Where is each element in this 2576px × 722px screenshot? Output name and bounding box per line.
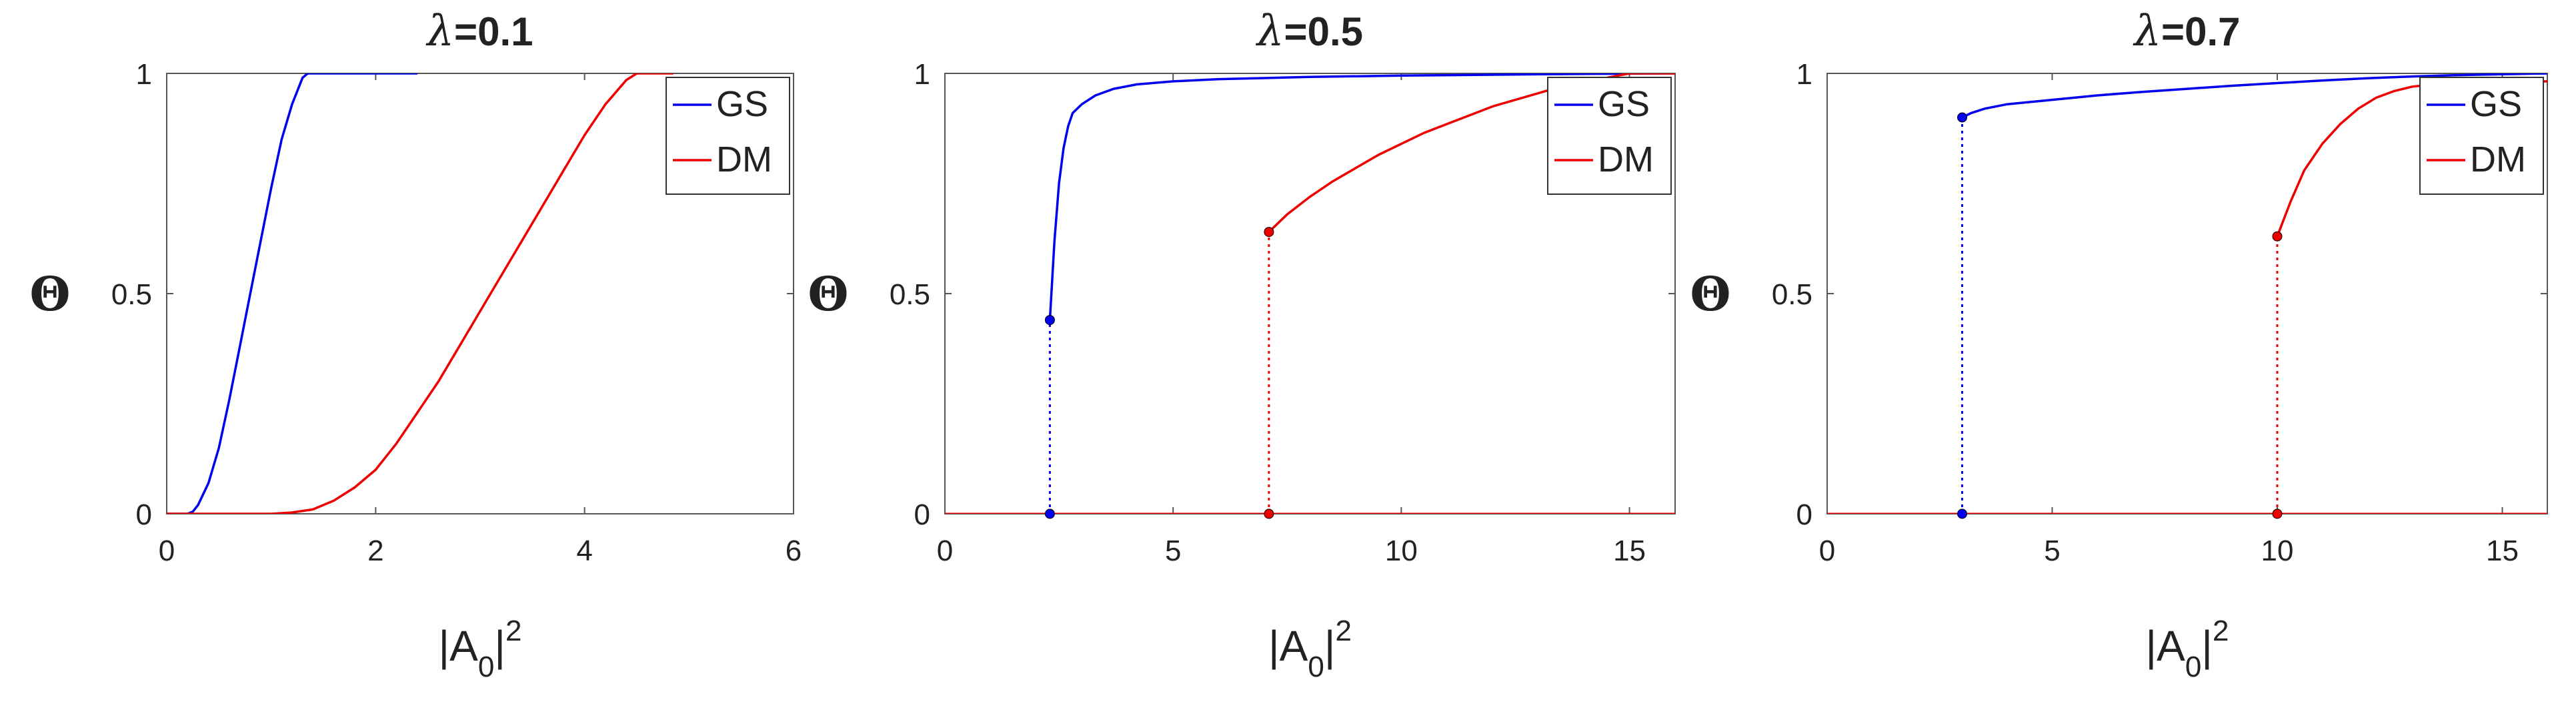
title-value: =0.1 — [454, 9, 533, 54]
x-label-sub: 0 — [478, 651, 494, 683]
legend-label-dm: DM — [1598, 139, 1654, 179]
x-label-sub: 0 — [1308, 651, 1324, 683]
plot-lines — [167, 73, 674, 514]
x-tick-label: 2 — [367, 534, 383, 567]
x-tick-label: 5 — [1165, 534, 1181, 567]
legend-box — [666, 77, 790, 195]
title-lambda-symbol: λ — [2132, 7, 2161, 56]
x-axis-label: |A0|2 — [439, 615, 522, 683]
legend: GS DM — [2419, 77, 2544, 195]
y-tick-label: 0.5 — [1772, 278, 1812, 311]
x-label-sup: 2 — [2213, 615, 2229, 647]
transition-point-high — [1957, 112, 1967, 123]
x-label-tail: | — [2201, 622, 2213, 670]
x-tick-label: 5 — [2044, 534, 2060, 567]
legend-label-gs: GS — [1598, 84, 1650, 124]
y-tick-label: 1 — [1796, 58, 1812, 91]
transition-point-low — [1957, 508, 1967, 519]
y-axis-label: Θ — [30, 266, 71, 322]
x-label-tail: | — [494, 622, 505, 670]
legend-box — [2419, 77, 2544, 195]
chart-title: λ=0.1 — [425, 7, 533, 56]
x-label-tail: | — [1324, 622, 1336, 670]
series-line-gs — [1048, 73, 1675, 320]
title-value: =0.7 — [2161, 9, 2240, 54]
legend: GS DM — [1547, 77, 1672, 195]
transition-point-low — [1264, 508, 1274, 519]
y-axis-label: Θ — [808, 266, 849, 322]
chart-title: λ=0.5 — [1255, 7, 1363, 56]
x-tick-label: 15 — [2486, 534, 2519, 567]
series-line-dm — [167, 73, 674, 514]
legend-label-gs: GS — [716, 84, 768, 124]
x-tick-label: 4 — [576, 534, 592, 567]
transition-point-high — [1044, 315, 1055, 326]
x-tick-label: 0 — [1819, 534, 1835, 567]
x-tick-label: 10 — [2261, 534, 2294, 567]
legend-label-dm: DM — [716, 139, 772, 179]
y-tick-label: 0 — [914, 498, 930, 531]
x-tick-label: 0 — [937, 534, 953, 567]
series-line-gs — [1961, 73, 2547, 119]
y-tick-label: 1 — [136, 58, 152, 91]
transition-point-low — [1044, 508, 1055, 519]
title-lambda-symbol: λ — [425, 7, 454, 56]
y-tick-label: 1 — [914, 58, 930, 91]
y-tick-label: 0 — [1796, 498, 1812, 531]
x-label-sub: 0 — [2185, 651, 2201, 683]
series-line-gs — [167, 73, 417, 514]
y-axis-label: Θ — [1690, 266, 1731, 322]
x-tick-label: 15 — [1613, 534, 1646, 567]
x-label-main: |A — [2146, 622, 2186, 670]
chart-title: λ=0.7 — [2132, 7, 2240, 56]
y-tick-label: 0.5 — [890, 278, 930, 311]
y-tick-label: 0.5 — [111, 278, 152, 311]
legend-box — [1547, 77, 1672, 195]
x-label-sup: 2 — [1335, 615, 1351, 647]
x-tick-label: 0 — [159, 534, 175, 567]
legend: GS DM — [666, 77, 790, 195]
legend-label-gs: GS — [2470, 84, 2522, 124]
title-lambda-symbol: λ — [1255, 7, 1284, 56]
x-axis-label: |A0|2 — [1268, 615, 1352, 683]
legend-label-dm: DM — [2470, 139, 2526, 179]
x-tick-label: 6 — [786, 534, 802, 567]
x-label-main: |A — [439, 622, 479, 670]
transition-point-high — [1264, 227, 1274, 238]
x-axis-label: |A0|2 — [2146, 615, 2229, 683]
x-label-sup: 2 — [505, 615, 521, 647]
title-value: =0.5 — [1284, 9, 1363, 54]
transition-point-low — [2272, 508, 2283, 519]
x-tick-label: 10 — [1385, 534, 1418, 567]
transition-point-high — [2272, 231, 2283, 242]
y-tick-label: 0 — [136, 498, 152, 531]
x-label-main: |A — [1268, 622, 1308, 670]
